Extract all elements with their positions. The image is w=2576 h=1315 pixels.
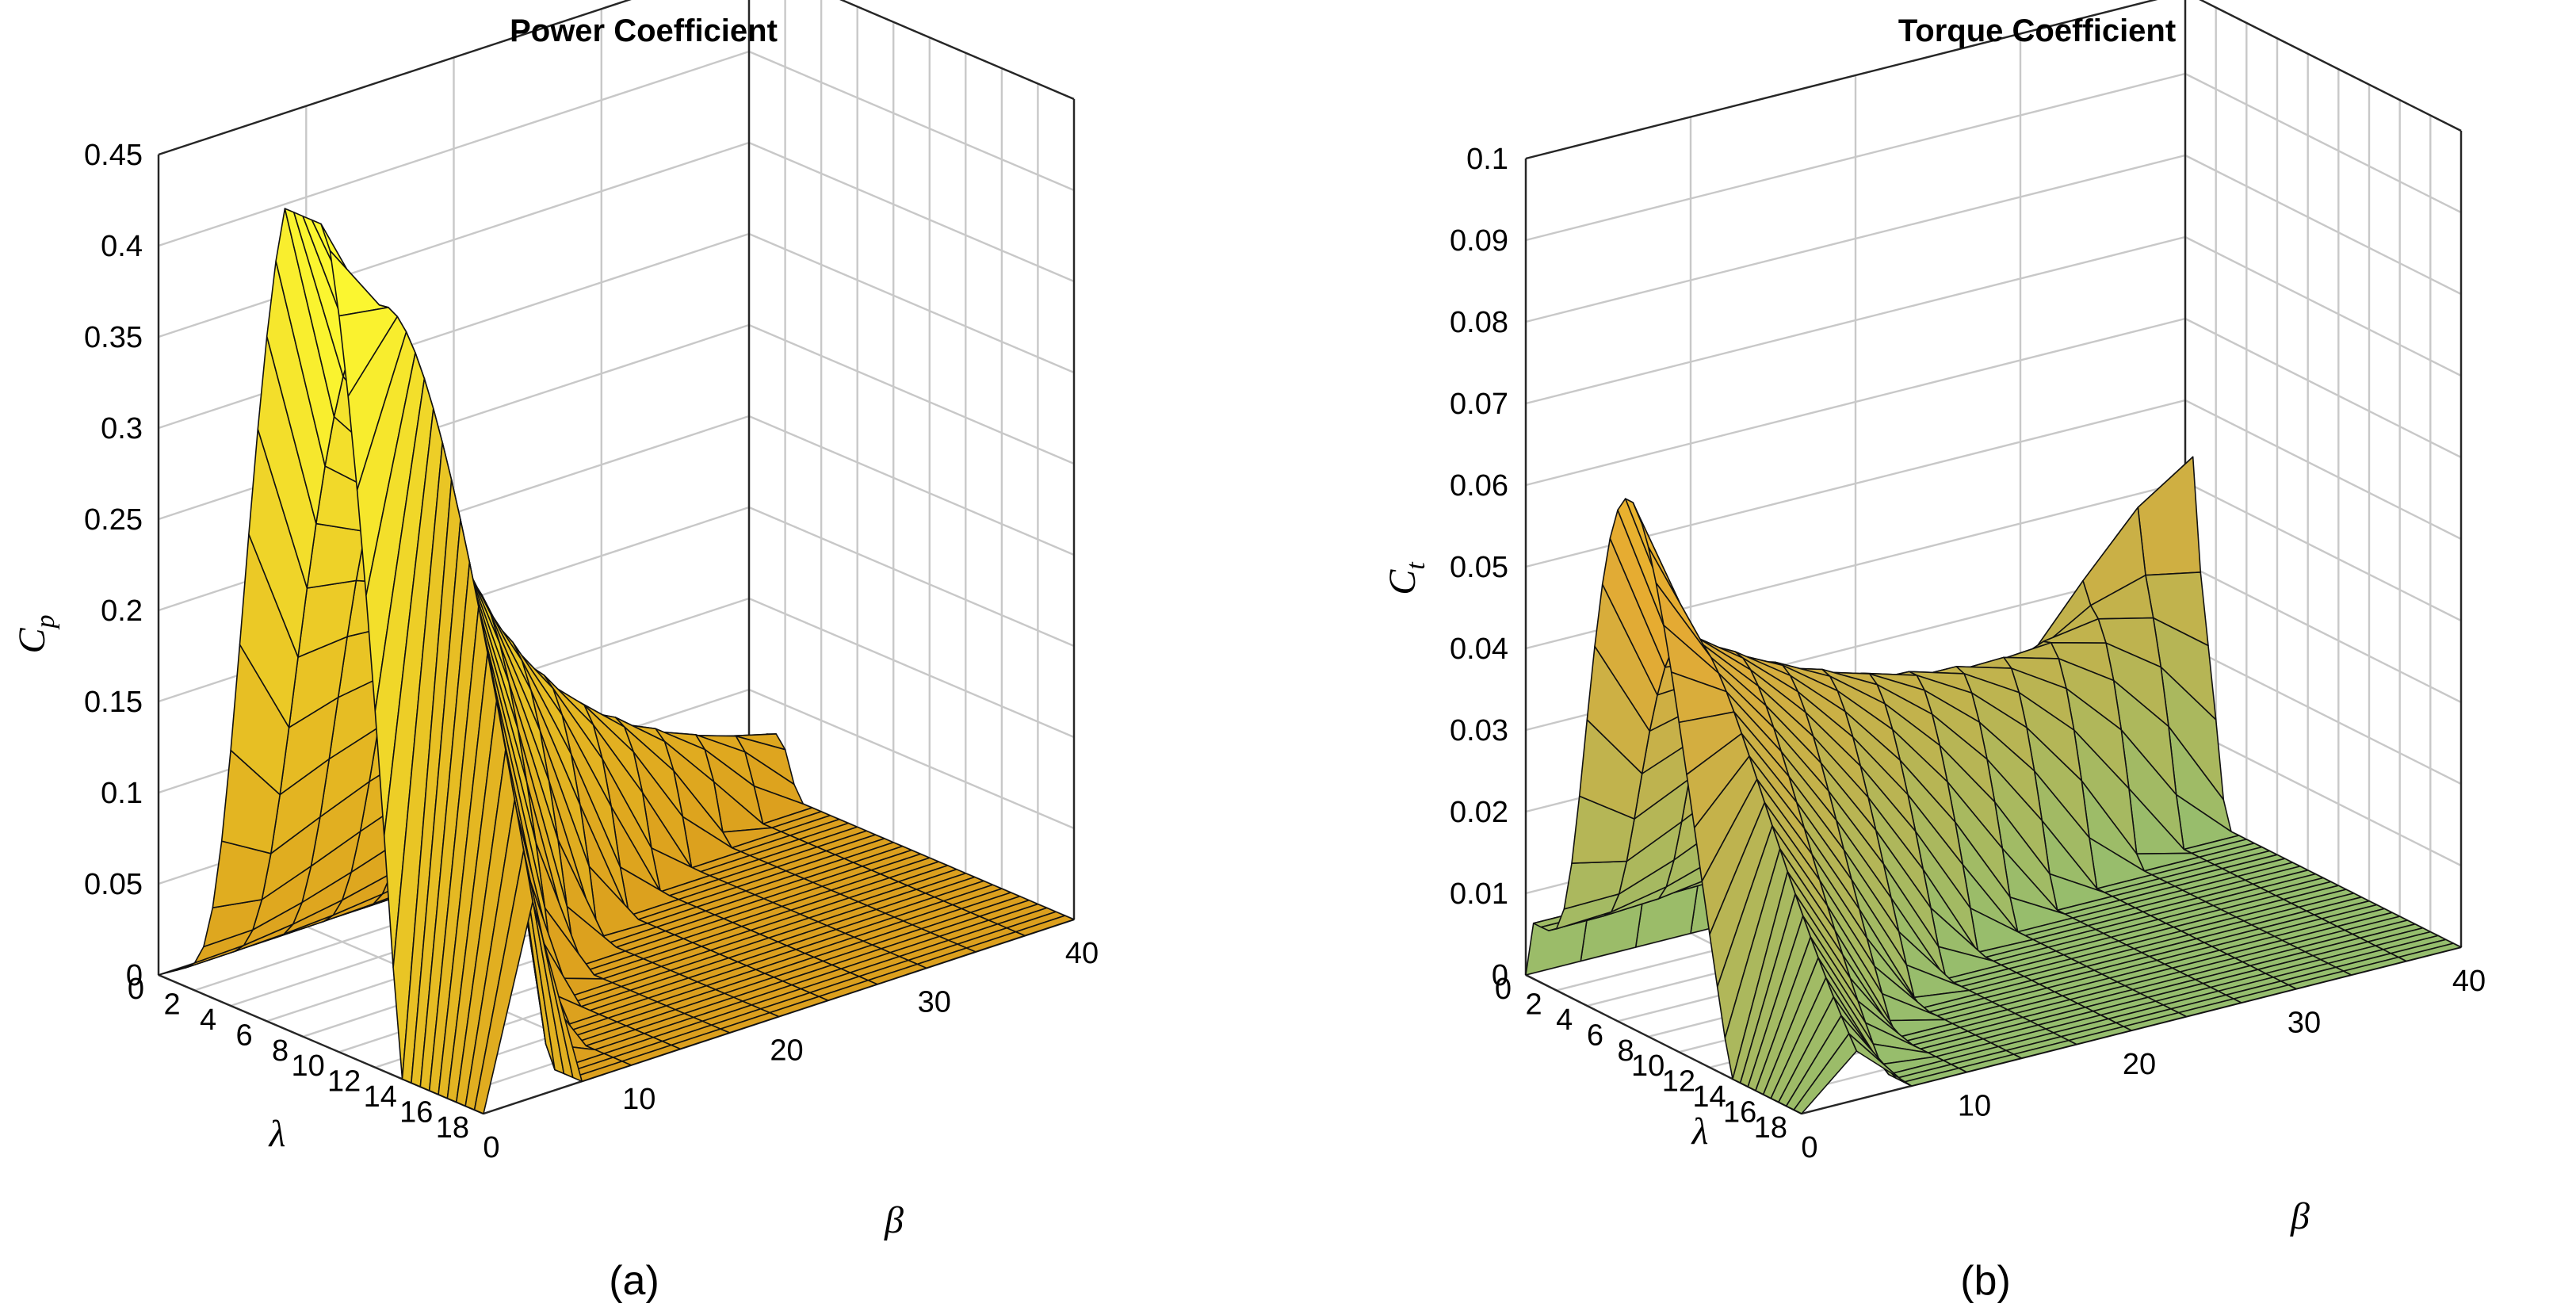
tick-labels: 0 0.01 0.02 0.03 0.04 0.05 0.06 0.07 0.08 0.09 0.1… <box>1450 143 2486 1164</box>
torque-coefficient-chart: 0 0.01 0.02 0.03 0.04 0.05 0.06 0.07 0.08 0.09 0.1… <box>1382 0 2486 1304</box>
side-wall-gridline <box>2184 480 2462 622</box>
lambda-tick-label: 14 <box>364 1080 397 1114</box>
lambda-tick-label: 8 <box>272 1034 289 1068</box>
beta-tick-label: 40 <box>2452 965 2486 998</box>
surface-cell <box>306 522 366 589</box>
beta-tick-label: 10 <box>622 1083 655 1116</box>
surface-cell <box>2137 456 2202 576</box>
chart-title: Power Coefficient <box>510 13 778 48</box>
z-tick-label: 0.4 <box>101 230 143 263</box>
beta-axis-label: β <box>2290 1195 2310 1237</box>
side-wall-gridline <box>2184 399 2462 541</box>
box-edge <box>1525 0 2158 160</box>
lambda-tick-label: 6 <box>1587 1019 1603 1052</box>
lambda-tick-label: 12 <box>327 1065 361 1099</box>
power-coefficient-panel: 0 0.05 0.1 0.15 0.2 0.25 0.3 0.35 0.4 0.45 0 2 4 6 8 10… <box>11 0 1099 1304</box>
chart-title: Torque Coefficient <box>1898 13 2176 48</box>
power-coefficient-chart: 00.050.10.150.20.250.30.350.40.450 2 4 6 8 10… <box>11 0 1099 1304</box>
z-tick-label: 0.09 <box>1450 224 1508 258</box>
torque-coefficient-panel: 0 0.01 0.02 0.03 0.04 0.05 0.06 0.07 0.08 0.09 0.1… <box>1288 0 2576 1315</box>
side-wall-gridline <box>748 50 1075 192</box>
lambda-tick-label: 4 <box>200 1003 216 1037</box>
side-wall-gridline <box>748 597 1075 739</box>
side-wall-gridline <box>2184 235 2462 377</box>
z-tick-label: 0.1 <box>101 777 143 810</box>
z-tick-label: 0.04 <box>1450 633 1508 666</box>
lambda-tick-label: 0 <box>128 973 144 1006</box>
lambda-tick-label: 2 <box>163 988 180 1021</box>
box-edge <box>839 0 1075 101</box>
side-wall-gridline <box>839 0 1075 101</box>
z-tick-label: 0 <box>126 959 143 992</box>
lambda-tick-label: 16 <box>399 1096 433 1130</box>
side-wall-gridline <box>2184 72 2462 214</box>
surface-mesh <box>158 208 1075 1114</box>
z-tick-label: 0.03 <box>1450 714 1508 747</box>
z-tick-label: 0.45 <box>84 139 143 172</box>
side-wall-gridline <box>748 141 1075 283</box>
lambda-tick-label: 10 <box>292 1049 325 1083</box>
z-tick-label: 0.25 <box>84 503 143 537</box>
z-tick-label: 0.07 <box>1450 388 1508 421</box>
lambda-tick-label: 18 <box>1754 1111 1787 1145</box>
lambda-axis-label: λ <box>1691 1110 1709 1153</box>
side-wall-gridline <box>748 688 1075 830</box>
z-tick-label: 0.05 <box>84 868 143 901</box>
beta-tick-label: 30 <box>2287 1007 2321 1040</box>
beta-tick-label: 40 <box>1065 937 1099 970</box>
side-wall-gridline <box>2184 644 2462 786</box>
z-tick-label: 0.3 <box>101 412 143 445</box>
side-wall-gridline <box>748 506 1075 648</box>
panel-sublabel: (b) <box>1960 1258 2011 1304</box>
lambda-tick-label: 10 <box>1631 1049 1664 1083</box>
surface-cell <box>329 250 389 317</box>
z-tick-label: 0.02 <box>1450 796 1508 829</box>
z-tick-label: 0.2 <box>101 594 143 628</box>
z-axis-label: Cp <box>11 614 60 653</box>
beta-tick-label: 30 <box>918 985 951 1019</box>
lambda-tick-label: 2 <box>1526 988 1542 1021</box>
z-axis-label: Ct <box>1382 561 1431 595</box>
lambda-tick-label: 16 <box>1723 1096 1756 1130</box>
box-edge <box>2199 0 2462 132</box>
z-tick-label: 0.01 <box>1450 877 1508 911</box>
side-wall-gridline <box>2199 0 2462 132</box>
tick-labels: 00.050.10.150.20.250.30.350.40.450 2 4 6 8 10… <box>84 139 1099 1164</box>
side-wall-gridline <box>2184 725 2462 867</box>
side-wall-gridline <box>2184 317 2462 459</box>
z-tick-label: 0.35 <box>84 321 143 354</box>
beta-tick-label: 20 <box>2123 1048 2156 1081</box>
surface-cell <box>1793 1033 1858 1114</box>
side-wall-gridline <box>748 323 1075 465</box>
lambda-tick-label: 6 <box>236 1019 253 1052</box>
beta-tick-label: 0 <box>1801 1131 1817 1164</box>
box-edge <box>158 0 632 156</box>
lambda-tick-label: 0 <box>1495 973 1512 1006</box>
z-tick-label: 0.06 <box>1450 469 1508 503</box>
z-tick-label: 0.15 <box>84 686 143 719</box>
lambda-tick-label: 18 <box>436 1111 469 1145</box>
lambda-tick-label: 12 <box>1662 1065 1695 1099</box>
surface-mesh <box>1525 456 2462 1114</box>
z-tick-label: 0.1 <box>1466 143 1508 176</box>
beta-tick-label: 20 <box>770 1034 803 1068</box>
z-tick-label: 0.05 <box>1450 551 1508 584</box>
surface-cell <box>473 850 533 1114</box>
side-wall-gridline <box>2184 154 2462 296</box>
panel-sublabel: (a) <box>609 1258 659 1304</box>
lambda-tick-label: 8 <box>1618 1034 1634 1068</box>
z-tick-label: 0 <box>1492 959 1508 992</box>
beta-tick-label: 0 <box>483 1131 499 1164</box>
side-wall-gridline <box>748 232 1075 374</box>
z-tick-label: 0.08 <box>1450 306 1508 339</box>
side-wall-gridline <box>748 415 1075 556</box>
lambda-tick-label: 14 <box>1692 1080 1726 1114</box>
lambda-tick-label: 4 <box>1556 1003 1573 1037</box>
axes-box <box>1524 0 2463 1115</box>
beta-tick-label: 10 <box>1958 1090 1991 1123</box>
beta-axis-label: β <box>884 1199 904 1241</box>
side-wall-gridline <box>2184 562 2462 704</box>
lambda-axis-label: λ <box>268 1113 286 1155</box>
